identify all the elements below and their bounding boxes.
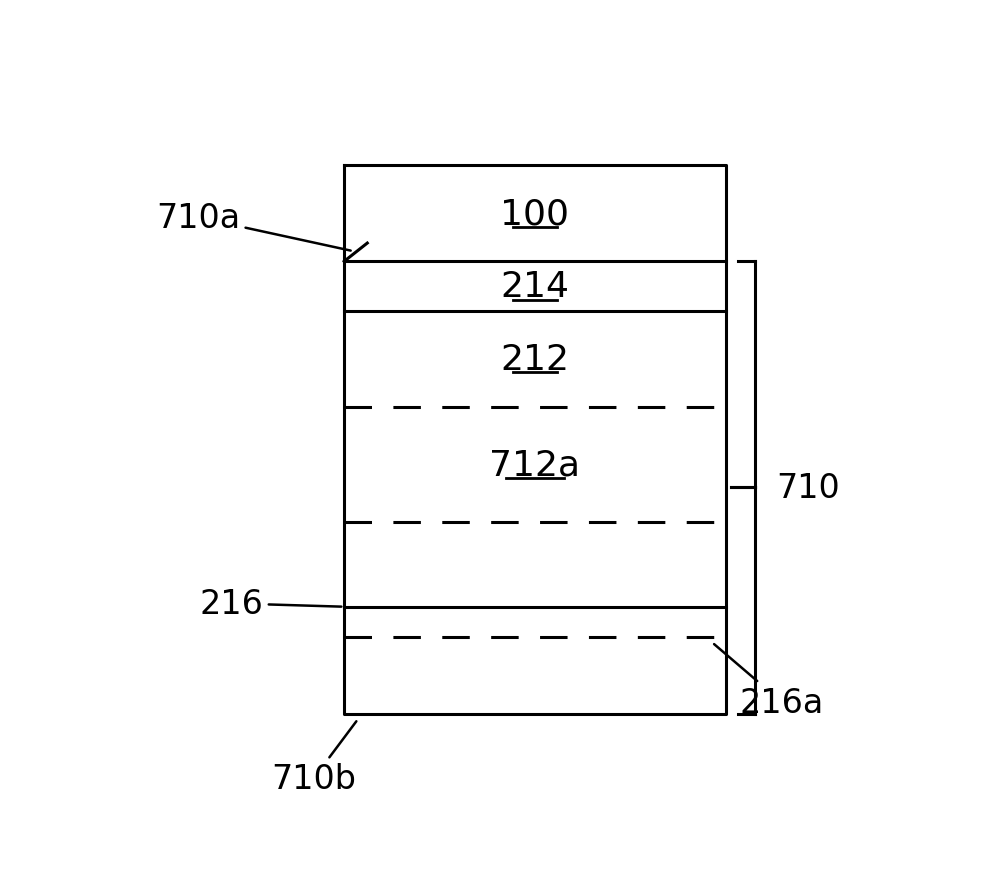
Text: 216: 216 [199,587,341,620]
Text: 712a: 712a [489,448,580,482]
Text: 710: 710 [776,471,840,504]
Text: 710b: 710b [270,722,356,795]
Text: 100: 100 [500,198,569,231]
Text: 212: 212 [500,342,569,376]
Text: 214: 214 [500,270,569,304]
Text: 216a: 216a [714,644,823,719]
Text: 710a: 710a [156,202,350,251]
